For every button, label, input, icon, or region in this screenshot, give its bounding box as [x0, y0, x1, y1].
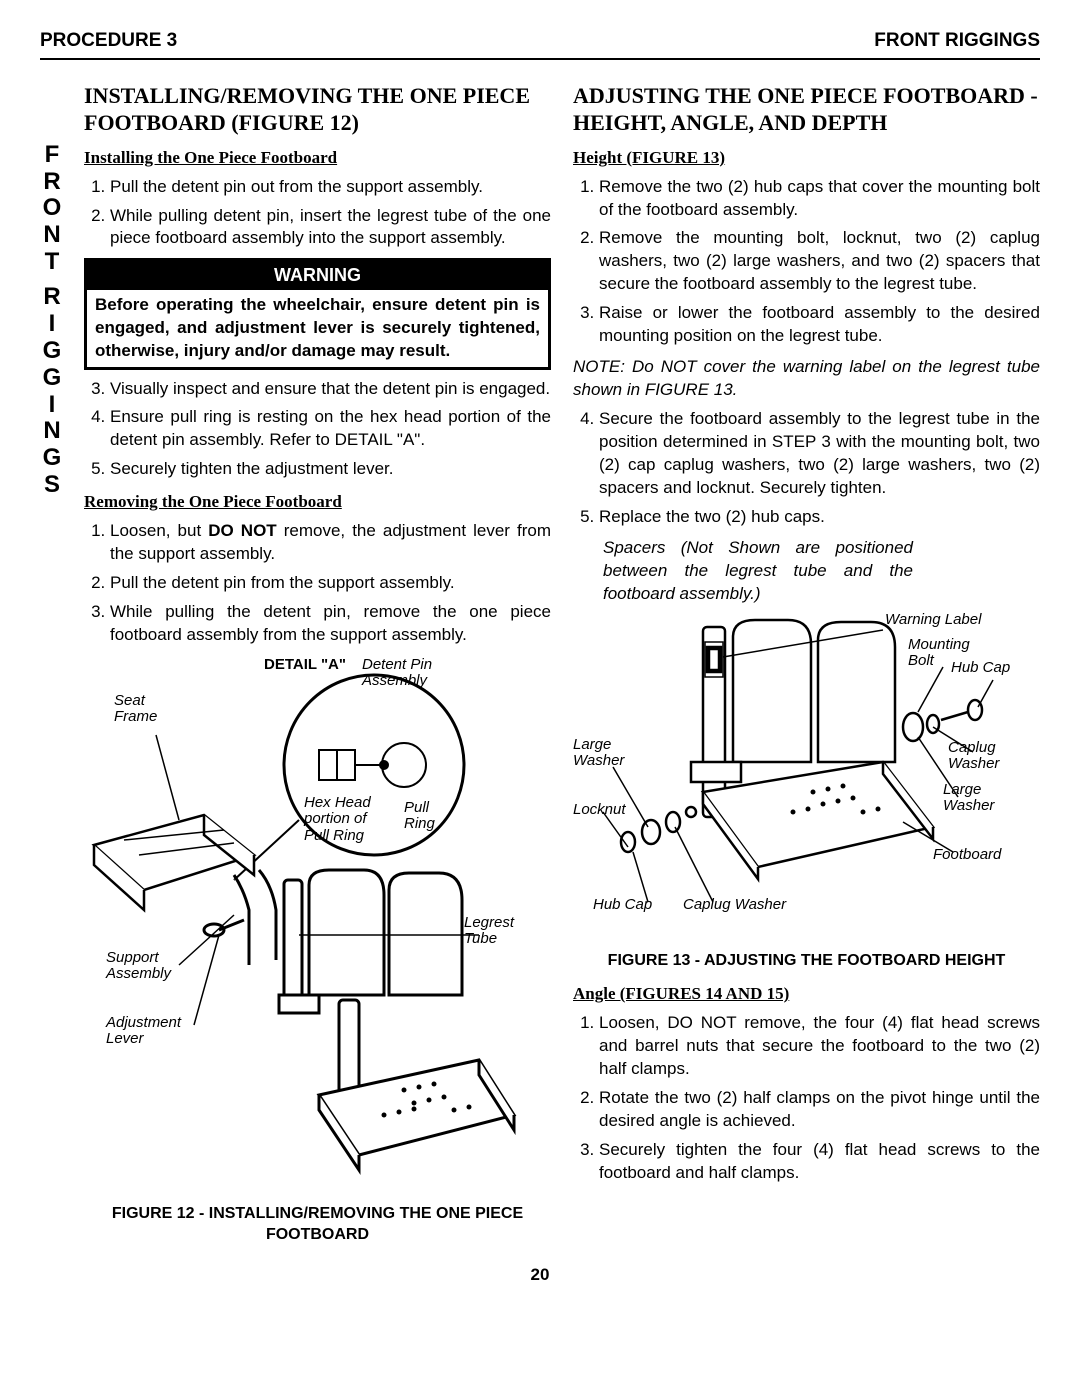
page-number: 20 — [40, 1264, 1040, 1287]
list-item: Pull the detent pin from the support ass… — [110, 572, 551, 595]
figure-13: Warning Label Mounting Bolt Hub Cap Larg… — [573, 612, 1040, 942]
header-right: FRONT RIGGINGS — [874, 28, 1040, 54]
left-title: INSTALLING/REMOVING THE ONE PIECE FOOTBO… — [84, 82, 551, 137]
list-item: Rotate the two (2) half clamps on the pi… — [599, 1087, 1040, 1133]
figure-13-caption: FIGURE 13 - ADJUSTING THE FOOTBOARD HEIG… — [573, 950, 1040, 972]
list-item: While pulling detent pin, insert the leg… — [110, 205, 551, 251]
hub-cap-label-1: Hub Cap — [951, 660, 1010, 677]
height-list-b: Secure the footboard assembly to the leg… — [573, 408, 1040, 529]
install-list-b: Visually inspect and ensure that the det… — [84, 378, 551, 482]
columns: INSTALLING/REMOVING THE ONE PIECE FOOTBO… — [84, 82, 1040, 1258]
list-item: Visually inspect and ensure that the det… — [110, 378, 551, 401]
list-item: Secure the footboard assembly to the leg… — [599, 408, 1040, 500]
content: FRONTRIGGINGS INSTALLING/REMOVING THE ON… — [40, 82, 1040, 1258]
pull-ring-label: Pull Ring — [404, 800, 454, 833]
list-item: Raise or lower the footboard assembly to… — [599, 302, 1040, 348]
list-item: While pulling the detent pin, remove the… — [110, 601, 551, 647]
large-washer-label-1: Large Washer — [573, 737, 633, 770]
adj-lever-label: Adjustment Lever — [106, 1015, 196, 1048]
large-washer-label-2: Large Washer — [943, 782, 1003, 815]
remove-list: Loosen, but DO NOT remove, the adjustmen… — [84, 520, 551, 647]
list-item: Loosen, but DO NOT remove, the adjustmen… — [110, 520, 551, 566]
list-item: Ensure pull ring is resting on the hex h… — [110, 406, 551, 452]
caplug-washer-label-1: Caplug Washer — [948, 740, 1008, 773]
height-subhead: Height (FIGURE 13) — [573, 147, 1040, 170]
support-assy-label: Support Assembly — [106, 950, 186, 983]
figure-12-caption: FIGURE 12 - INSTALLING/REMOVING THE ONE … — [84, 1203, 551, 1246]
caplug-washer-label-2: Caplug Washer — [683, 897, 786, 914]
height-list-a: Remove the two (2) hub caps that cover t… — [573, 176, 1040, 349]
warning-box: WARNING Before operating the wheelchair,… — [84, 258, 551, 369]
list-item: Replace the two (2) hub caps. — [599, 506, 1040, 529]
detail-a-label: DETAIL "A" — [264, 657, 346, 674]
list-item: Loosen, DO NOT remove, the four (4) flat… — [599, 1012, 1040, 1081]
page-header: PROCEDURE 3 FRONT RIGGINGS — [40, 28, 1040, 60]
note-1: NOTE: Do NOT cover the warning label on … — [573, 356, 1040, 402]
locknut-label: Locknut — [573, 802, 626, 819]
list-item: Securely tighten the four (4) flat head … — [599, 1139, 1040, 1185]
right-column: ADJUSTING THE ONE PIECE FOOTBOARD - HEIG… — [573, 82, 1040, 1258]
legrest-tube-label: Legrest Tube — [464, 915, 524, 948]
left-column: INSTALLING/REMOVING THE ONE PIECE FOOTBO… — [84, 82, 551, 1258]
remove-subhead: Removing the One Piece Footboard — [84, 491, 551, 514]
list-item: Pull the detent pin out from the support… — [110, 176, 551, 199]
figure-12-svg — [84, 655, 524, 1195]
note-2: Spacers (Not Shown are positioned betwee… — [603, 537, 913, 606]
list-item: Remove the mounting bolt, locknut, two (… — [599, 227, 1040, 296]
seat-frame-label: Seat Frame — [114, 693, 174, 726]
warning-heading: WARNING — [87, 261, 548, 289]
list-item: Securely tighten the adjustment lever. — [110, 458, 551, 481]
right-title: ADJUSTING THE ONE PIECE FOOTBOARD - HEIG… — [573, 82, 1040, 137]
figure-12: DETAIL "A" Detent Pin Assembly Seat Fram… — [84, 655, 551, 1195]
side-tab: FRONTRIGGINGS — [40, 82, 64, 1258]
install-subhead: Installing the One Piece Footboard — [84, 147, 551, 170]
warning-body: Before operating the wheelchair, ensure … — [87, 290, 548, 367]
hex-head-label: Hex Head portion of Pull Ring — [304, 795, 394, 845]
hub-cap-label-2: Hub Cap — [593, 897, 652, 914]
detent-pin-label: Detent Pin Assembly — [362, 657, 452, 690]
list-item: Remove the two (2) hub caps that cover t… — [599, 176, 1040, 222]
footboard-label: Footboard — [933, 847, 1001, 864]
install-list-a: Pull the detent pin out from the support… — [84, 176, 551, 251]
angle-subhead: Angle (FIGURES 14 AND 15) — [573, 983, 1040, 1006]
warning-label-label: Warning Label — [885, 612, 981, 629]
header-left: PROCEDURE 3 — [40, 28, 177, 54]
angle-list: Loosen, DO NOT remove, the four (4) flat… — [573, 1012, 1040, 1185]
